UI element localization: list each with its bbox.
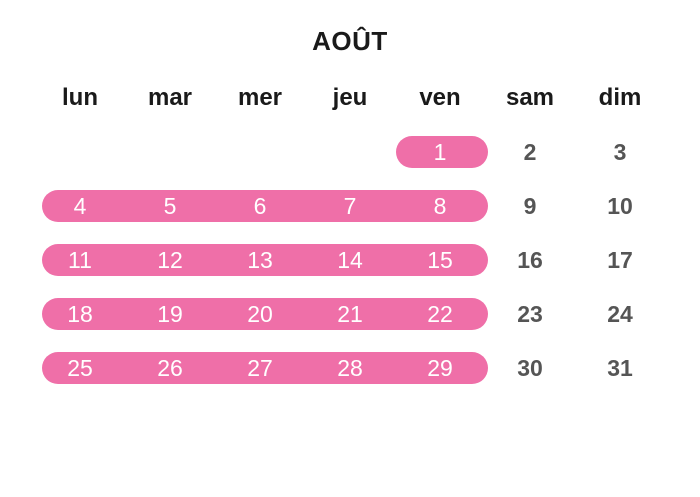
day-cell: 20: [247, 301, 273, 327]
weekday-label-lun: lun: [62, 84, 98, 111]
day-cell: 11: [68, 247, 92, 273]
day-cell: 15: [427, 247, 453, 273]
day-cell: 31: [607, 355, 633, 381]
month-title: AOÛT: [312, 26, 388, 56]
day-cell: 26: [157, 355, 183, 381]
workweek-highlight-band: [42, 298, 488, 330]
day-cell: 21: [337, 301, 363, 327]
day-cell: 28: [337, 355, 363, 381]
day-cell: 7: [343, 193, 357, 219]
workweek-highlight-band: [42, 244, 488, 276]
day-cell: 4: [73, 193, 87, 219]
day-cell: 6: [253, 193, 267, 219]
day-cell: 2: [523, 139, 537, 165]
day-cell: 19: [157, 301, 183, 327]
day-cell: 29: [427, 355, 453, 381]
day-cell: 27: [247, 355, 273, 381]
day-cell: 14: [337, 247, 363, 273]
day-cell: 30: [517, 355, 543, 381]
day-cell: 3: [613, 139, 627, 165]
weekday-label-mar: mar: [147, 84, 193, 111]
day-cell: 18: [67, 301, 93, 327]
day-cell: 12: [157, 247, 183, 273]
day-cell: 25: [67, 355, 93, 381]
day-cell: 23: [517, 301, 543, 327]
day-cell: 17: [607, 247, 633, 273]
weekday-label-dim: dim: [598, 84, 642, 111]
weekday-label-jeu: jeu: [332, 84, 368, 111]
day-cell: 13: [247, 247, 273, 273]
day-cell: 8: [433, 193, 447, 219]
weekday-label-ven: ven: [419, 84, 461, 111]
day-cell: 5: [163, 193, 177, 219]
day-cell: 10: [607, 193, 633, 219]
workweek-highlight-band: [42, 190, 488, 222]
day-cell: 9: [523, 193, 537, 219]
weekday-label-sam: sam: [505, 84, 555, 111]
workweek-highlight-band: [396, 136, 488, 168]
weekday-label-mer: mer: [237, 84, 283, 111]
day-cell: 1: [433, 139, 447, 165]
workweek-highlight-band: [42, 352, 488, 384]
day-cell: 16: [517, 247, 543, 273]
day-cell: 24: [607, 301, 633, 327]
day-cell: 22: [427, 301, 453, 327]
